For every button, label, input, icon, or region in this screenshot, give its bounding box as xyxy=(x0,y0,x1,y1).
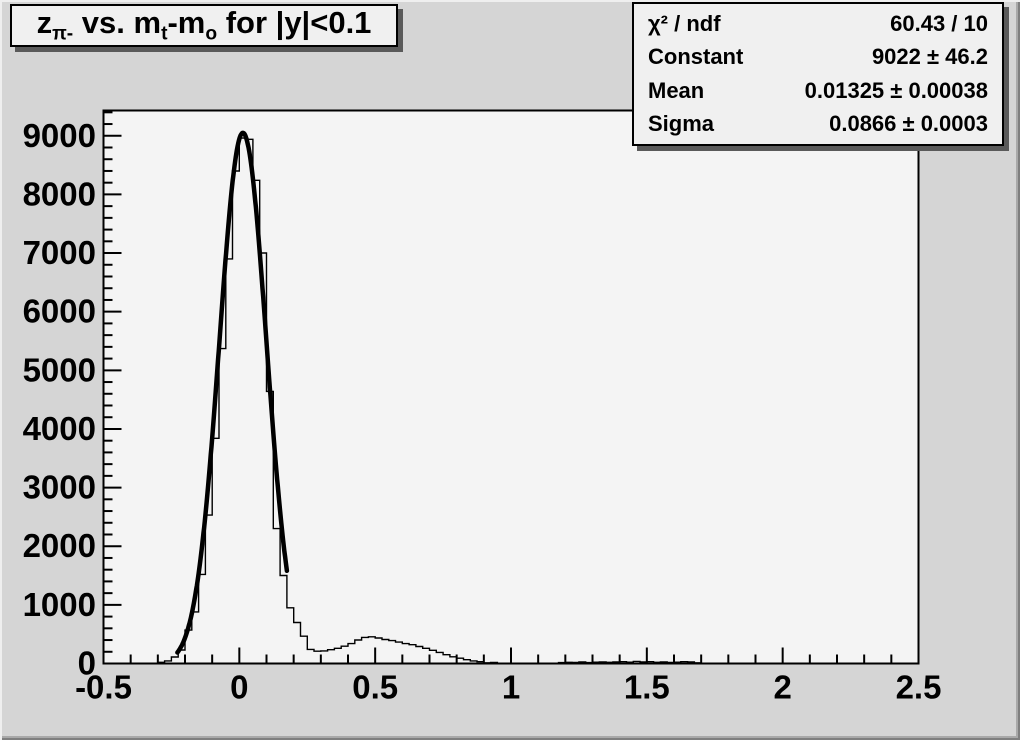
y-tick-label: 4000 xyxy=(23,410,96,447)
y-tick-label: 8000 xyxy=(23,175,96,212)
stat-label: Mean xyxy=(648,77,705,103)
y-tick-label: 0 xyxy=(78,645,96,682)
y-tick-label: 1000 xyxy=(23,586,96,623)
fit-curve xyxy=(175,130,290,655)
title-box: zπ- vs. mt-mo for |y|<0.1 xyxy=(10,4,398,47)
y-tick-label: 2000 xyxy=(23,527,96,564)
stats-row: Sigma 0.0866 ± 0.0003 xyxy=(634,113,1002,135)
title-text-segment: for |y|<0.1 xyxy=(217,5,372,41)
title-subscript: t xyxy=(161,23,168,45)
title-text-segment: z xyxy=(36,5,53,41)
x-tick-label: 2 xyxy=(773,669,791,706)
stat-value: 60.43 / 10 xyxy=(890,10,988,36)
plot-title: zπ- vs. mt-mo for |y|<0.1 xyxy=(37,5,372,46)
stat-value: 0.0866 ± 0.0003 xyxy=(829,111,988,137)
x-tick-label: 0 xyxy=(230,669,248,706)
x-tick-label: 2.5 xyxy=(896,669,942,706)
stat-label: Constant xyxy=(648,44,744,70)
y-tick-label: 5000 xyxy=(23,351,96,388)
title-subscript: o xyxy=(205,23,218,45)
stat-label: χ² / ndf xyxy=(648,10,721,36)
y-tick-label: 7000 xyxy=(23,234,96,271)
y-tick-label: 6000 xyxy=(23,293,96,330)
x-tick-label: 1 xyxy=(502,669,520,706)
x-axis-labels: -0.5 0 0.5 1 1.5 2 2.5 xyxy=(75,669,941,706)
stats-row: Mean 0.01325 ± 0.00038 xyxy=(634,77,1002,103)
title-subscript: π- xyxy=(52,23,74,45)
stats-row: χ² / ndf 60.43 / 10 xyxy=(634,10,1002,36)
stats-row: Constant 9022 ± 46.2 xyxy=(634,46,1002,68)
stat-value: 0.01325 ± 0.00038 xyxy=(804,77,988,103)
x-tick-label: 0.5 xyxy=(352,669,398,706)
y-axis-labels: 0 1000 2000 3000 4000 5000 6000 7000 8000 9000 xyxy=(23,117,96,682)
y-tick-label: 9000 xyxy=(23,117,96,154)
frame-border xyxy=(102,109,920,665)
x-tick-label: -0.5 xyxy=(75,669,132,706)
title-text-segment: vs. m xyxy=(73,5,162,41)
x-tick-label: 1.5 xyxy=(624,669,670,706)
y-axis-ticks xyxy=(103,111,122,665)
stat-label: Sigma xyxy=(648,111,715,137)
title-text-segment: -m xyxy=(167,5,206,41)
y-tick-label: 3000 xyxy=(23,469,96,506)
plot-frame xyxy=(103,110,919,664)
stat-value: 9022 ± 46.2 xyxy=(871,44,988,70)
fit-stats-box: χ² / ndf 60.43 / 10 Constant 9022 ± 46.2 Mea… xyxy=(632,2,1004,146)
